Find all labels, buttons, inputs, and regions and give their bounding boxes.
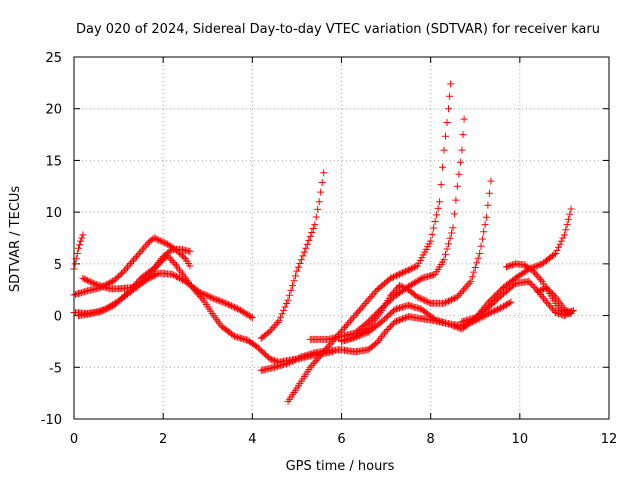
series-pass-11 [338, 205, 575, 344]
x-tick-label: 8 [427, 432, 435, 447]
data-marker-trace [458, 277, 575, 326]
x-tick-label: 12 [601, 432, 618, 447]
y-axis-label: SDTVAR / TECUs [8, 186, 23, 293]
y-tick-label: 25 [45, 51, 62, 66]
x-tick-label: 2 [159, 432, 167, 447]
x-axis-label: GPS time / hours [286, 459, 395, 474]
y-tick-label: -10 [41, 413, 62, 428]
y-tick-label: 15 [45, 154, 62, 169]
x-tick-label: 0 [70, 432, 78, 447]
y-tick-label: -5 [49, 361, 62, 376]
y-tick-label: 20 [45, 103, 62, 118]
data-marker-trace [257, 169, 328, 342]
y-tick-label: 5 [54, 258, 62, 273]
x-tick-label: 4 [248, 432, 256, 447]
data-points [70, 80, 577, 405]
x-tick-label: 6 [337, 432, 345, 447]
series-pass-08 [284, 80, 455, 405]
series-pass-12 [458, 277, 575, 326]
series-pass-14 [534, 284, 575, 317]
series-pass-06 [257, 169, 328, 342]
y-tick-label: 0 [54, 310, 62, 325]
plot-frame [73, 56, 610, 420]
chart-title: Day 020 of 2024, Sidereal Day-to-day VTE… [76, 22, 600, 37]
data-marker-trace [534, 284, 575, 317]
x-tick-label: 10 [512, 432, 529, 447]
data-marker-trace [284, 80, 455, 405]
y-tick-label: 10 [45, 206, 62, 221]
data-marker-trace [338, 205, 575, 344]
